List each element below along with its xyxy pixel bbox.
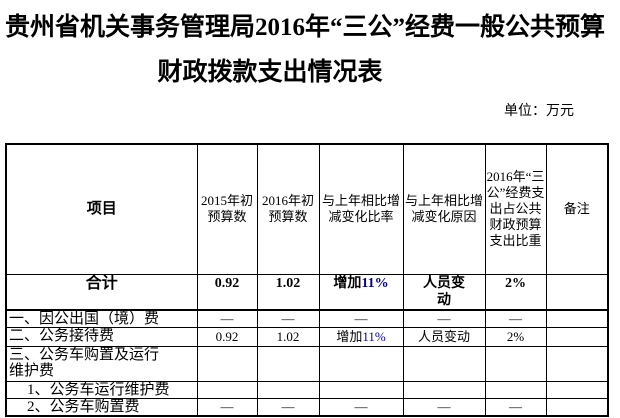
- cell-share: —: [484, 397, 547, 416]
- cell-share: 2%: [484, 326, 547, 347]
- cell-2016: —: [256, 397, 320, 416]
- rate-value: 11%: [361, 275, 389, 291]
- header-item: 项目: [5, 143, 198, 275]
- rate-value: 11%: [362, 328, 386, 344]
- cell-2015: 0.92: [196, 273, 258, 311]
- cell-rate: [318, 345, 404, 382]
- row-label: 三、公务车购置及运行 维护费: [5, 345, 198, 382]
- cell-rate: 增加11%: [318, 326, 404, 347]
- table-row-vehicle-maintenance: 1、公务车运行维护费: [5, 380, 609, 399]
- cell-2016: —: [256, 309, 320, 328]
- cell-share: [484, 345, 547, 382]
- cell-rate: —: [318, 309, 404, 328]
- row-label: 合计: [5, 273, 198, 311]
- table-row-abroad: 一、因公出国（境）费 — — — — —: [5, 309, 609, 328]
- cell-reason: 人员变 动: [402, 273, 486, 311]
- cell-note: [545, 273, 609, 311]
- table-row-reception: 二、公务接待费 0.92 1.02 增加11% 人员变动 2%: [5, 326, 609, 347]
- header-change-reason: 与上年相比增减变化原因: [402, 143, 486, 275]
- row-label: 1、公务车运行维护费: [5, 380, 198, 399]
- cell-note: [545, 380, 609, 399]
- row-label: 一、因公出国（境）费: [5, 309, 198, 328]
- document-title-line2: 财政拨款支出情况表: [157, 59, 383, 86]
- cell-note: [545, 345, 609, 382]
- cell-2016: 1.02: [256, 326, 320, 347]
- cell-reason: —: [402, 309, 486, 328]
- cell-note: [545, 309, 609, 328]
- table-row-total: 合计 0.92 1.02 增加11% 人员变 动 2%: [5, 273, 609, 311]
- rate-prefix: —: [354, 398, 368, 414]
- cell-2015: —: [196, 309, 258, 328]
- header-2016-budget: 2016年初预算数: [256, 143, 320, 275]
- rate-prefix: 增加: [336, 328, 363, 344]
- cell-reason: [402, 345, 486, 382]
- rate-prefix: 增加: [333, 275, 362, 291]
- cell-rate: [318, 380, 404, 399]
- row-label: 二、公务接待费: [5, 326, 198, 347]
- cell-rate: —: [318, 397, 404, 416]
- cell-rate: 增加11%: [318, 273, 404, 311]
- table-row-vehicle-total: 三、公务车购置及运行 维护费: [5, 345, 609, 382]
- unit-label: 单位：万元: [504, 104, 574, 119]
- cell-reason: 人员变动: [402, 326, 486, 347]
- table-header-row: 项目 2015年初预算数 2016年初预算数 与上年相比增减变化比率 与上年相比…: [5, 143, 609, 275]
- cell-reason: —: [402, 397, 486, 416]
- cell-reason: [402, 380, 486, 399]
- cell-2015: 0.92: [196, 326, 258, 347]
- cell-2016: [256, 380, 320, 399]
- cell-2015: —: [196, 397, 258, 416]
- header-change-rate: 与上年相比增减变化比率: [318, 143, 404, 275]
- header-share-of-budget: 2016年“三公”经费支出占公共财政预算支出比重: [484, 143, 547, 275]
- row-label: 2、公务车购置费: [5, 397, 198, 416]
- cell-2015: [196, 380, 258, 399]
- cell-share: [484, 380, 547, 399]
- cell-2015: [196, 345, 258, 382]
- cell-2016: 1.02: [256, 273, 320, 311]
- table-row-vehicle-purchase: 2、公务车购置费 — — — — —: [5, 397, 609, 416]
- document-title-line1: 贵州省机关事务管理局2016年“三公”经费一般公共预算: [5, 14, 606, 41]
- cell-share: 2%: [484, 273, 547, 311]
- cell-2016: [256, 345, 320, 382]
- header-2015-budget: 2015年初预算数: [196, 143, 258, 275]
- budget-table: 项目 2015年初预算数 2016年初预算数 与上年相比增减变化比率 与上年相比…: [5, 143, 609, 417]
- header-remarks: 备注: [545, 143, 609, 275]
- cell-note: [545, 397, 609, 416]
- rate-prefix: —: [354, 310, 368, 326]
- cell-note: [545, 326, 609, 347]
- cell-share: —: [484, 309, 547, 328]
